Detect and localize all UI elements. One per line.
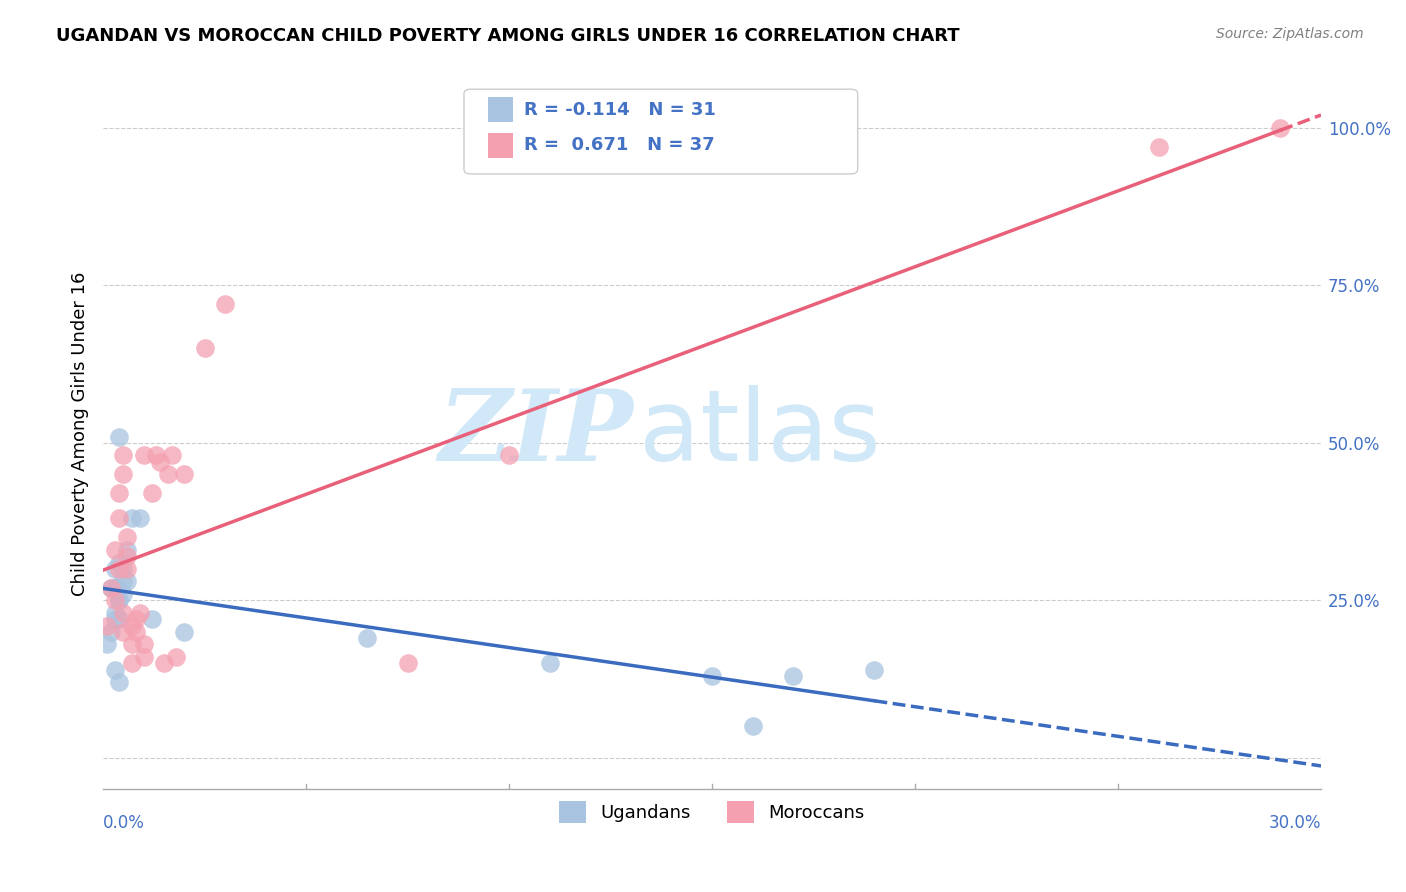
Point bbox=[498, 449, 520, 463]
Point bbox=[124, 612, 146, 626]
Point bbox=[121, 511, 143, 525]
Point bbox=[108, 486, 131, 500]
Point bbox=[863, 663, 886, 677]
Point bbox=[700, 669, 723, 683]
Point bbox=[165, 650, 187, 665]
Point bbox=[104, 612, 127, 626]
Point bbox=[112, 606, 135, 620]
Point bbox=[396, 657, 419, 671]
Point bbox=[538, 657, 561, 671]
Point bbox=[100, 581, 122, 595]
Point bbox=[104, 581, 127, 595]
Point bbox=[104, 606, 127, 620]
Point bbox=[1270, 120, 1292, 135]
Point bbox=[128, 606, 150, 620]
Point bbox=[145, 449, 167, 463]
Point bbox=[108, 556, 131, 570]
Point bbox=[124, 624, 146, 639]
Point bbox=[157, 467, 180, 482]
Point bbox=[153, 657, 176, 671]
Point bbox=[128, 511, 150, 525]
Point bbox=[112, 574, 135, 589]
Legend: Ugandans, Moroccans: Ugandans, Moroccans bbox=[553, 794, 872, 830]
Point bbox=[104, 593, 127, 607]
Point bbox=[108, 675, 131, 690]
Point bbox=[117, 562, 139, 576]
Point bbox=[104, 581, 127, 595]
Text: Source: ZipAtlas.com: Source: ZipAtlas.com bbox=[1216, 27, 1364, 41]
Point bbox=[100, 581, 122, 595]
Point bbox=[132, 650, 155, 665]
Text: UGANDAN VS MOROCCAN CHILD POVERTY AMONG GIRLS UNDER 16 CORRELATION CHART: UGANDAN VS MOROCCAN CHILD POVERTY AMONG … bbox=[56, 27, 960, 45]
Text: 0.0%: 0.0% bbox=[103, 814, 145, 832]
Point bbox=[96, 618, 118, 632]
Text: ZIP: ZIP bbox=[437, 385, 633, 482]
Point bbox=[121, 638, 143, 652]
Text: R = -0.114   N = 31: R = -0.114 N = 31 bbox=[524, 101, 716, 119]
Point bbox=[132, 449, 155, 463]
Point bbox=[132, 638, 155, 652]
Point bbox=[112, 449, 135, 463]
Point bbox=[121, 618, 143, 632]
Point bbox=[96, 638, 118, 652]
Point bbox=[108, 612, 131, 626]
Point bbox=[104, 663, 127, 677]
Point bbox=[112, 624, 135, 639]
Point bbox=[117, 549, 139, 564]
Point bbox=[741, 719, 763, 733]
Point bbox=[108, 593, 131, 607]
Point bbox=[214, 297, 236, 311]
Point bbox=[112, 587, 135, 601]
Point bbox=[108, 593, 131, 607]
Point bbox=[108, 511, 131, 525]
Point bbox=[782, 669, 804, 683]
Point bbox=[149, 455, 172, 469]
Point bbox=[356, 631, 378, 645]
Point bbox=[104, 581, 127, 595]
Point bbox=[160, 449, 183, 463]
Point bbox=[100, 624, 122, 639]
Point bbox=[1147, 140, 1170, 154]
Point bbox=[141, 612, 163, 626]
Text: 30.0%: 30.0% bbox=[1268, 814, 1322, 832]
Point bbox=[173, 624, 195, 639]
Text: R =  0.671   N = 37: R = 0.671 N = 37 bbox=[524, 136, 716, 154]
Y-axis label: Child Poverty Among Girls Under 16: Child Poverty Among Girls Under 16 bbox=[72, 271, 89, 596]
Point bbox=[112, 562, 135, 576]
Point bbox=[117, 574, 139, 589]
Text: atlas: atlas bbox=[638, 385, 880, 482]
Point bbox=[108, 429, 131, 443]
Point bbox=[194, 342, 217, 356]
Point bbox=[117, 530, 139, 544]
Point bbox=[173, 467, 195, 482]
Point bbox=[108, 562, 131, 576]
Point bbox=[141, 486, 163, 500]
Point bbox=[104, 562, 127, 576]
Point bbox=[112, 467, 135, 482]
Point bbox=[117, 543, 139, 558]
Point bbox=[104, 543, 127, 558]
Point bbox=[121, 657, 143, 671]
